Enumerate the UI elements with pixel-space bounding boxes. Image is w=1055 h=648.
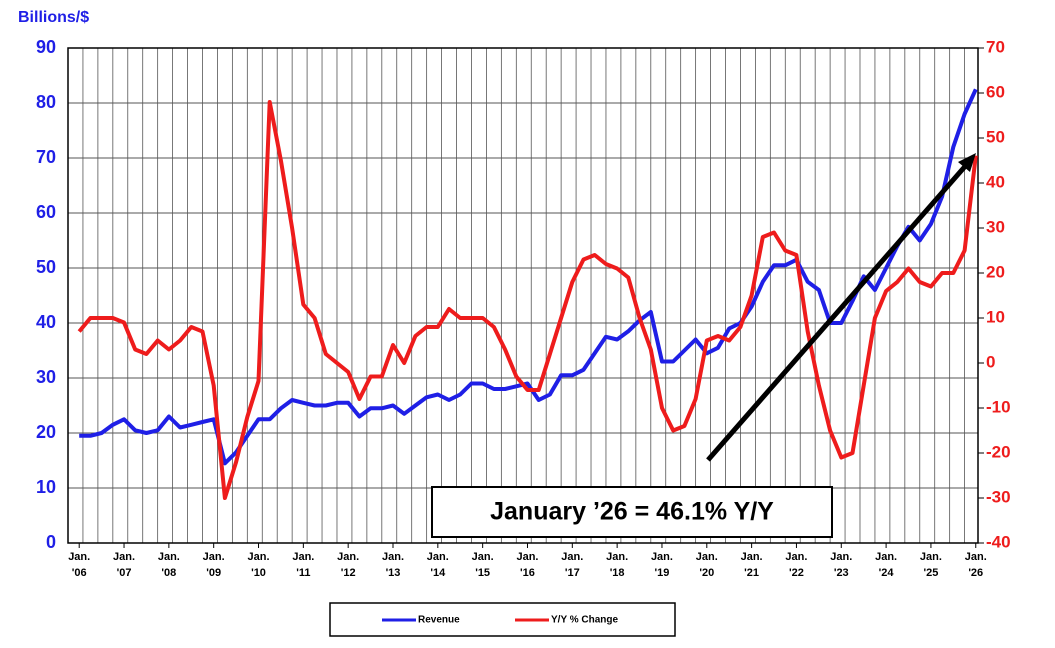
y2-tick-label: 30 [986, 217, 1005, 236]
x-tick-label: Jan. '16 [516, 551, 539, 579]
x-tick-label: Jan. '22 [785, 551, 808, 579]
x-tick-label: Jan. '15 [471, 551, 494, 579]
y2-tick-label: -20 [986, 442, 1011, 461]
arrow-head [958, 153, 976, 172]
x-tick-label: Jan. '20 [695, 551, 718, 579]
x-tick-label: Jan. '07 [113, 551, 136, 579]
x-tick-label: Jan. '21 [740, 551, 763, 579]
x-tick-label: Jan. '12 [337, 551, 360, 579]
grid: 0 10 20 30 40 50 60 70 80 90 -40 -30 -20 -10 0 10 20 30 40… [36, 37, 1011, 552]
y2-tick-label: 40 [986, 172, 1005, 191]
y2-tick-label: 10 [986, 307, 1005, 326]
y-tick-label: 90 [36, 37, 56, 57]
x-tick-label: Jan. '08 [157, 551, 180, 579]
y2-tick-label: 0 [986, 352, 995, 371]
x-tick-label: Jan. '18 [606, 551, 629, 579]
series-line [79, 88, 978, 466]
y2-tick-label: 20 [986, 262, 1005, 281]
trend-arrow [706, 161, 970, 462]
legend-label: Y/Y % Change [551, 615, 618, 626]
legend: Revenue Y/Y % Change [382, 615, 618, 626]
y-tick-label: 20 [36, 422, 56, 442]
y2-tick-label: 50 [986, 127, 1005, 146]
x-tick-label: Jan. '14 [426, 551, 449, 579]
y-tick-label: 80 [36, 92, 56, 112]
x-tick-label: Jan. '11 [292, 551, 315, 579]
x-tick-label: Jan. '24 [875, 551, 898, 579]
annotation: January ’26 = 46.1% Y/Y [490, 498, 774, 526]
x-tick-label: Jan. '10 [247, 551, 270, 579]
y2-tick-label: -40 [986, 532, 1011, 551]
y-tick-label: 30 [36, 367, 56, 387]
y-tick-label: 70 [36, 147, 56, 167]
lines [77, 88, 978, 500]
x-tick-label: Jan. '23 [830, 551, 853, 579]
x-tick-label: Jan. '13 [381, 551, 404, 579]
x-tick-label: Jan. '25 [919, 551, 942, 579]
y2-tick-label: -10 [986, 397, 1011, 416]
series-line [77, 100, 978, 500]
x-tick-label: Jan. '09 [202, 551, 225, 579]
y2-tick-label: 70 [986, 37, 1005, 56]
legend-label: Revenue [418, 615, 460, 626]
x-tick-label: Jan. '17 [561, 551, 584, 579]
x-tick-label: Jan. '06 [68, 551, 91, 579]
y-tick-label: 50 [36, 257, 56, 277]
y-tick-label: 0 [46, 532, 56, 552]
legend-box [329, 602, 676, 637]
y-tick-label: 40 [36, 312, 56, 332]
y-axis-label: Billions/$ [18, 9, 89, 26]
y2-tick-label: 60 [986, 82, 1005, 101]
x-tick-label: Jan. '26 [964, 551, 987, 579]
y-tick-label: 60 [36, 202, 56, 222]
plot-frame [67, 47, 979, 544]
annotation-box [431, 486, 833, 538]
x-tick-label: Jan. '19 [650, 551, 673, 579]
y-tick-label: 10 [36, 477, 56, 497]
y2-tick-label: -30 [986, 487, 1011, 506]
